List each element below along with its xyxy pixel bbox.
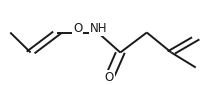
Text: NH: NH bbox=[90, 22, 108, 35]
Text: O: O bbox=[73, 22, 82, 35]
Text: O: O bbox=[104, 71, 114, 84]
